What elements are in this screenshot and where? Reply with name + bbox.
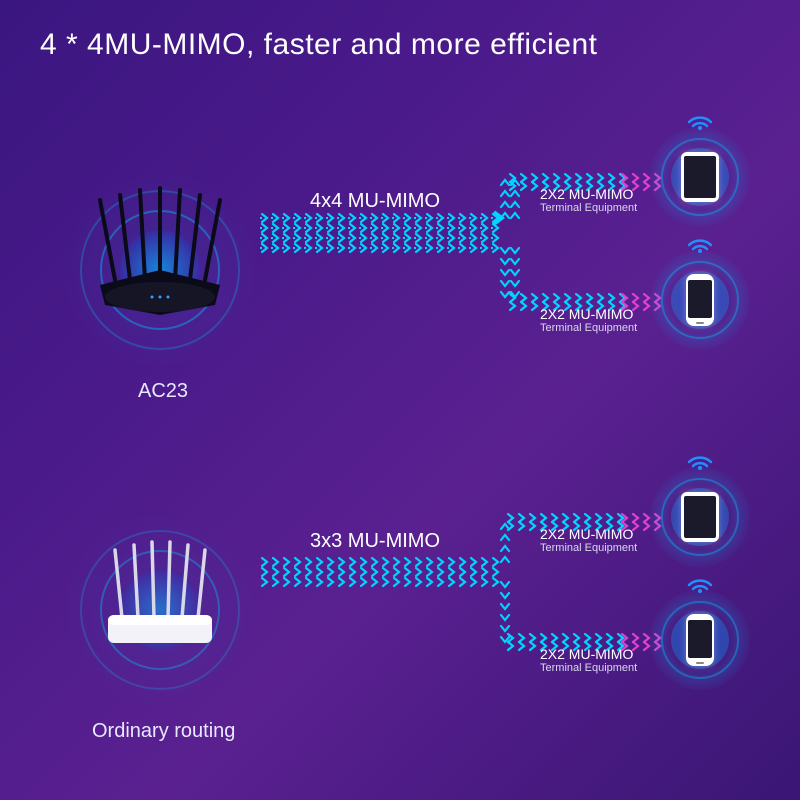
branch1-label-top: 2X2 MU-MIMO Terminal Equipment — [540, 186, 637, 214]
section-ordinary: Ordinary routing 3x3 MU-MIMO 2X2 MU-MIMO… — [0, 450, 800, 740]
branch2-mimo-bottom: 2X2 MU-MIMO — [540, 646, 633, 662]
branch2-label-top: 2X2 MU-MIMO Terminal Equipment — [540, 306, 637, 334]
mimo-main-label-bottom: 3x3 MU-MIMO — [310, 530, 440, 553]
branch1-sub-bottom: Terminal Equipment — [540, 542, 637, 554]
branch1-mimo-bottom: 2X2 MU-MIMO — [540, 526, 633, 542]
branch1-sub-top: Terminal Equipment — [540, 202, 637, 214]
branch2-sub-bottom: Terminal Equipment — [540, 662, 637, 674]
branch2-label-bottom: 2X2 MU-MIMO Terminal Equipment — [540, 646, 637, 674]
mimo-main-label-top: 4x4 MU-MIMO — [310, 190, 440, 213]
branch1-mimo-top: 2X2 MU-MIMO — [540, 186, 633, 202]
device-tablet-bottom — [655, 472, 745, 562]
branch1-label-bottom: 2X2 MU-MIMO Terminal Equipment — [540, 526, 637, 554]
device-phone-top — [655, 255, 745, 345]
device-phone-bottom — [655, 595, 745, 685]
device-tablet-top — [655, 132, 745, 222]
branch2-sub-top: Terminal Equipment — [540, 322, 637, 334]
section-ac23: AC23 4x4 MU-MIMO 2X2 MU-MIMO — [0, 110, 800, 400]
branch2-mimo-top: 2X2 MU-MIMO — [540, 306, 633, 322]
page-title: 4 * 4MU-MIMO, faster and more efficient — [40, 28, 597, 62]
